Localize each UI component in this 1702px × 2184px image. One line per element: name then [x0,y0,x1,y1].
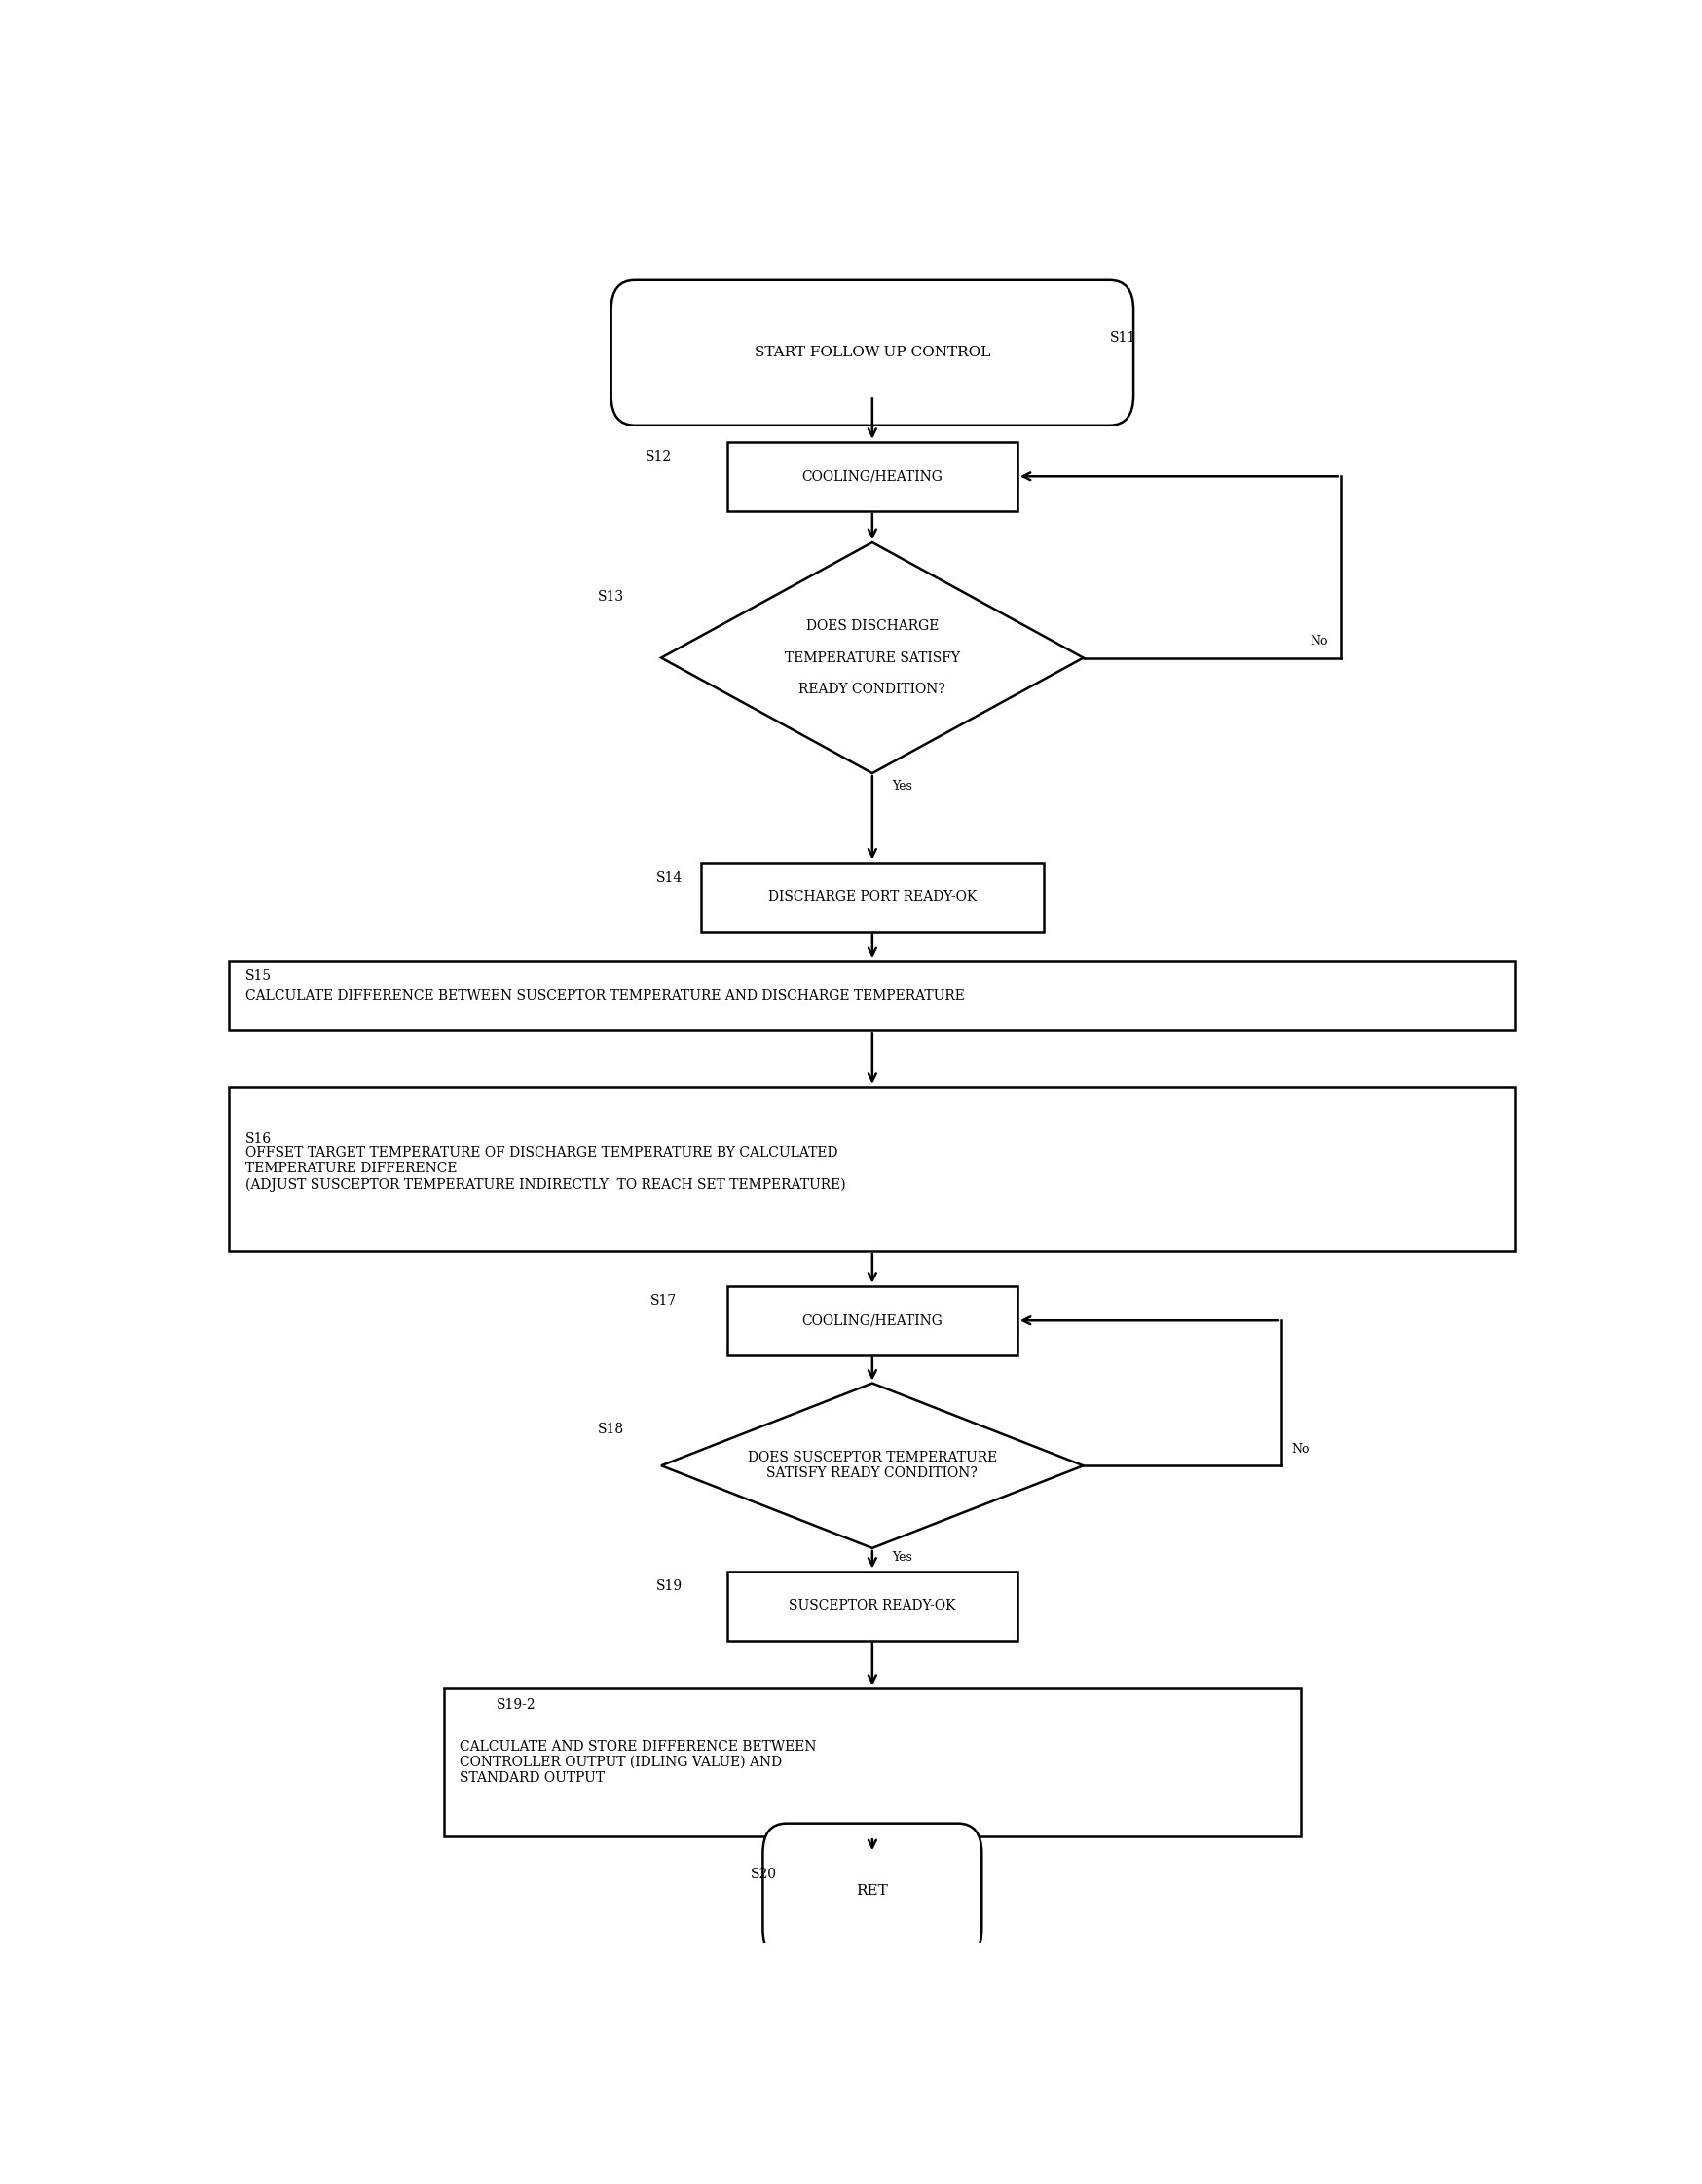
Polygon shape [660,1382,1084,1548]
Text: START FOLLOW-UP CONTROL: START FOLLOW-UP CONTROL [754,345,991,360]
Text: CALCULATE AND STORE DIFFERENCE BETWEEN
CONTROLLER OUTPUT (IDLING VALUE) AND
STAN: CALCULATE AND STORE DIFFERENCE BETWEEN C… [460,1741,817,1784]
Bar [444,1688,1300,1837]
Text: Yes: Yes [892,1551,912,1564]
Bar [230,961,1515,1031]
Text: S19-2: S19-2 [497,1697,536,1712]
Text: S17: S17 [650,1293,677,1308]
Bar [727,1286,1018,1354]
Text: No: No [1311,636,1328,649]
Text: CALCULATE DIFFERENCE BETWEEN SUSCEPTOR TEMPERATURE AND DISCHARGE TEMPERATURE: CALCULATE DIFFERENCE BETWEEN SUSCEPTOR T… [245,989,965,1002]
Text: DISCHARGE PORT READY-OK: DISCHARGE PORT READY-OK [768,891,977,904]
Text: DOES SUSCEPTOR TEMPERATURE
SATISFY READY CONDITION?: DOES SUSCEPTOR TEMPERATURE SATISFY READY… [747,1450,997,1481]
Bar [701,863,1043,930]
Text: S15: S15 [245,970,272,983]
Text: RET: RET [856,1885,888,1898]
Bar [230,1085,1515,1251]
Text: DOES DISCHARGE

TEMPERATURE SATISFY

READY CONDITION?: DOES DISCHARGE TEMPERATURE SATISFY READY… [785,620,960,697]
Text: COOLING/HEATING: COOLING/HEATING [802,470,943,483]
Text: S19: S19 [655,1579,683,1592]
Text: S11: S11 [1110,332,1137,345]
Polygon shape [660,542,1084,773]
Text: No: No [1292,1444,1311,1455]
Text: Yes: Yes [892,780,912,793]
Text: S14: S14 [655,871,683,885]
Text: S18: S18 [597,1422,625,1437]
Text: S20: S20 [751,1867,778,1880]
Bar [727,1570,1018,1640]
Text: S16: S16 [245,1131,272,1147]
Bar [727,441,1018,511]
Text: S13: S13 [597,590,625,603]
Text: S12: S12 [645,450,672,463]
FancyBboxPatch shape [762,1824,982,1959]
Text: OFFSET TARGET TEMPERATURE OF DISCHARGE TEMPERATURE BY CALCULATED
TEMPERATURE DIF: OFFSET TARGET TEMPERATURE OF DISCHARGE T… [245,1147,846,1192]
Text: COOLING/HEATING: COOLING/HEATING [802,1315,943,1328]
Text: SUSCEPTOR READY-OK: SUSCEPTOR READY-OK [788,1599,957,1612]
FancyBboxPatch shape [611,280,1134,426]
